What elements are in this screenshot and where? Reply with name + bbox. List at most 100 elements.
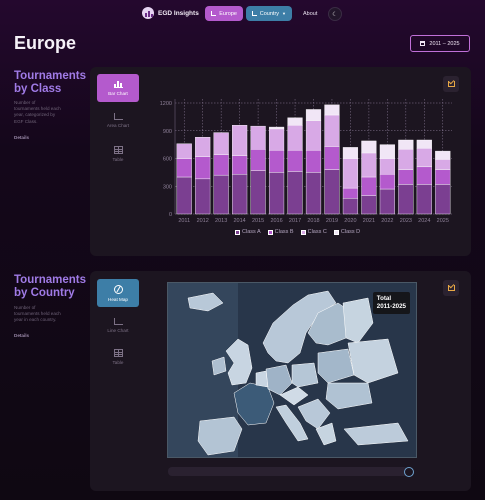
tab-table[interactable]: Table [97, 343, 139, 371]
country-dropdown[interactable]: Country ▼ [246, 6, 292, 21]
bar-segment [232, 125, 248, 156]
bar-segment [176, 143, 192, 159]
bar-segment [361, 195, 377, 215]
section-description-class: Number of tournaments held each year, ca… [14, 100, 61, 124]
bar-segment [416, 148, 432, 168]
legend-item[interactable]: Class C [300, 229, 327, 235]
about-link[interactable]: About [303, 11, 318, 17]
tab-label: Table [112, 157, 124, 162]
x-tick-label: 2019 [326, 218, 338, 224]
bar-segment [250, 125, 266, 150]
y-tick-label: 0 [169, 212, 172, 218]
bar-segment [398, 169, 414, 185]
moon-icon: ☾ [332, 11, 338, 18]
details-link-country[interactable]: Details [14, 333, 30, 338]
tab-label: Line Chart [107, 327, 129, 333]
legend-swatch [300, 229, 306, 235]
download-icon [447, 285, 455, 291]
calendar-icon [420, 41, 426, 46]
bar-segment [287, 149, 303, 172]
bar-segment [250, 170, 266, 215]
tab-area-chart[interactable]: Area Chart [97, 106, 139, 134]
bar-segment [416, 166, 432, 185]
x-tick-label: 2012 [197, 218, 209, 224]
y-tick-label: 600 [163, 157, 172, 163]
bar-segment [435, 150, 451, 160]
bar-segment [435, 169, 451, 185]
bar-chart-icon [113, 80, 123, 88]
bar-segment [342, 187, 359, 199]
brand[interactable]: EGD Insights [142, 7, 199, 19]
y-tick-label: 1200 [160, 101, 172, 107]
bar-segment [324, 104, 340, 116]
tab-label: Bar Chart [108, 91, 128, 96]
x-tick-label: 2017 [289, 218, 301, 224]
bar-segment [361, 152, 377, 178]
area-chart-icon [113, 112, 123, 120]
europe-button[interactable]: Europe [205, 6, 243, 21]
download-button[interactable] [443, 280, 459, 296]
x-tick-label: 2025 [437, 218, 449, 224]
page-title: Europe [14, 33, 77, 53]
bar-segment [361, 176, 377, 196]
bar-segment [268, 172, 285, 215]
brand-name: EGD Insights [158, 9, 199, 17]
tab-heat-map[interactable]: Heat Map [97, 279, 139, 307]
legend-item[interactable]: Class D [333, 229, 360, 235]
bar-segment [324, 169, 340, 215]
x-tick-label: 2011 [178, 218, 190, 224]
legend-label: Class C [307, 229, 327, 235]
bar-segment [435, 184, 451, 215]
tab-label: Area Chart [106, 122, 130, 128]
legend-item[interactable]: Class B [267, 229, 294, 235]
x-tick-label: 2013 [215, 218, 227, 224]
top-nav: EGD Insights Europe Country ▼ About ☾ [0, 4, 485, 24]
year-range-label: 2011 – 2025 [429, 40, 460, 47]
bar-segment [435, 159, 451, 170]
tab-table[interactable]: Table [97, 140, 139, 168]
bar-segment [324, 146, 340, 170]
bar-segment [379, 174, 395, 190]
bar-segment [268, 126, 285, 130]
table-icon [113, 146, 123, 154]
tab-line-chart[interactable]: Line Chart [97, 311, 139, 339]
legend-swatch [235, 229, 240, 235]
bar-segment [195, 178, 211, 215]
section-title-country: Tournaments by Country [14, 274, 86, 299]
x-tick-label: 2014 [234, 218, 246, 224]
x-tick-label: 2021 [363, 218, 375, 224]
section-title-class: Tournaments by Class [14, 70, 86, 95]
theme-toggle-button[interactable]: ☾ [328, 7, 342, 21]
bar-segment [287, 171, 303, 215]
legend-swatch [267, 229, 273, 235]
globe-icon [113, 284, 123, 294]
bar-segment [416, 184, 432, 215]
bar-segment [361, 140, 377, 154]
x-tick-label: 2024 [418, 218, 430, 224]
year-slider-track[interactable] [168, 467, 408, 476]
europe-heat-map[interactable]: Total 2011-2025 [167, 282, 417, 458]
y-tick-label: 900 [163, 129, 172, 135]
tab-bar-chart[interactable]: Bar Chart [97, 74, 139, 102]
legend-label: Class B [274, 229, 294, 235]
tab-label: Heat Map [108, 296, 128, 302]
bar-segment [305, 109, 322, 121]
bar-segment [287, 125, 303, 151]
brand-logo-icon [142, 7, 154, 19]
bar-segment [342, 147, 359, 159]
download-icon [447, 81, 455, 87]
legend-item[interactable]: Class A [235, 229, 261, 235]
x-tick-label: 2020 [344, 218, 356, 224]
bar-segment [324, 114, 340, 147]
bar-segment [379, 144, 395, 159]
chart-legend: Class A Class B Class C Class D [235, 229, 360, 235]
bar-segment [416, 139, 432, 149]
bar-segment [287, 117, 303, 126]
bar-segment [398, 149, 414, 170]
download-button[interactable] [443, 76, 459, 92]
details-link-class[interactable]: Details [14, 135, 30, 140]
year-range-button[interactable]: 2011 – 2025 [410, 35, 470, 52]
year-slider-thumb[interactable] [404, 467, 414, 477]
legend-swatch [333, 229, 339, 235]
x-tick-label: 2023 [400, 218, 412, 224]
